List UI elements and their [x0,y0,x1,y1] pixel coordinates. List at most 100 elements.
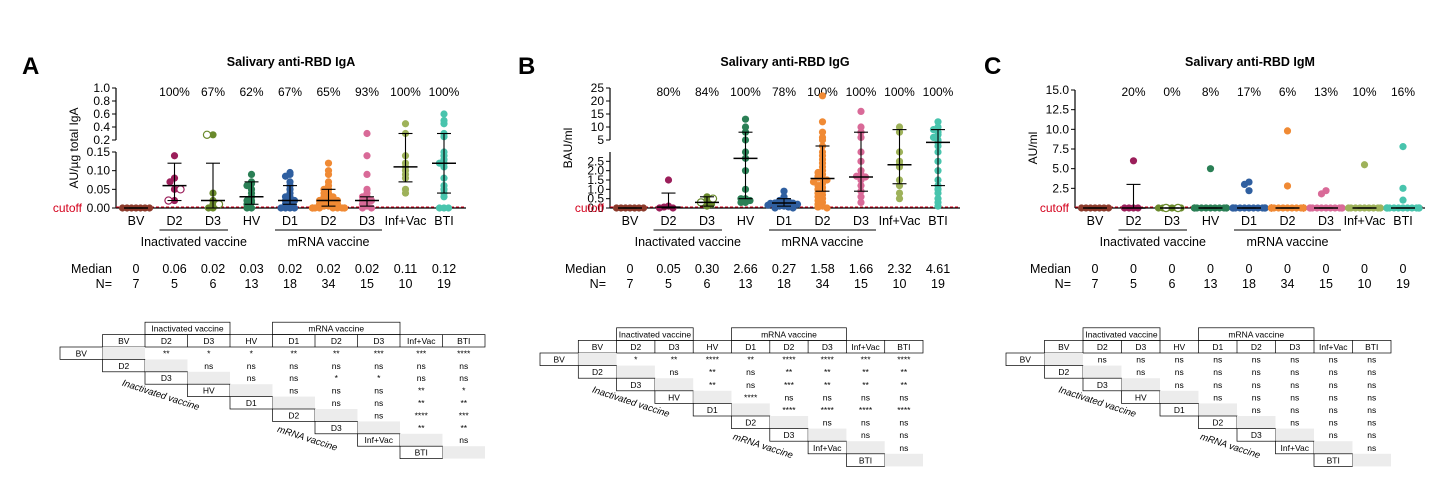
significance-value: ns [374,398,383,408]
table-row-label: D3 [630,380,641,390]
data-point [440,120,448,128]
table-row-label: D2 [1212,418,1223,428]
x-tick-label: D3 [699,214,715,228]
y-tick-label: 1.0 [587,182,604,196]
table-diagonal-cell [1314,441,1353,454]
panel-letter: C [984,53,1001,80]
table-row-label: D1 [246,398,257,408]
percentage-label: 100% [807,85,838,99]
table-col-header: D2 [1251,342,1262,352]
panel-c: C Salivary anti-RBD IgM AU/ml 2.5 5.0 7.5 10.0… [984,53,1425,467]
summary-value: 0 [1284,262,1291,276]
x-tick-label: BTI [434,214,453,228]
table-diagonal-cell [442,446,485,459]
data-point [170,152,179,160]
y-tick-label: 2.5 [587,154,604,168]
significance-value: ns [247,361,256,371]
table-row-label: HV [1135,392,1147,402]
significance-value: **** [457,348,471,358]
data-point [818,136,827,144]
summary-value: 1.58 [810,262,834,276]
y-tick-label: 15 [591,107,605,121]
table-col-group-label: Inactivated vaccine [151,324,224,334]
summary-value: 0 [1207,262,1214,276]
summary-value: 13 [1204,277,1218,291]
percentage-label: 65% [316,85,340,99]
data-point [1240,180,1249,188]
table-diagonal-cell [1044,353,1083,366]
significance-value: ns [861,418,870,428]
cutoff-label: cutoff [1040,201,1070,215]
significance-value: ns [1329,380,1338,390]
significance-value: ns [1175,355,1184,365]
table-col-header: D2 [331,336,342,346]
percentage-label: 67% [201,85,225,99]
summary-value: 0.03 [239,262,263,276]
percentage-label: 100% [884,85,915,99]
data-point [401,189,410,197]
table-diagonal-cell [272,396,315,409]
data-point [1245,187,1253,195]
summary-row-label: Median [71,262,112,276]
y-tick-label: 1.0 [93,81,110,95]
significance-value: ns [899,392,908,402]
percentage-label: 20% [1121,85,1145,99]
summary-value: 0 [1400,262,1407,276]
x-tick-label: D1 [282,214,298,228]
summary-value: 18 [283,277,297,291]
table-diagonal-cell [1121,378,1160,391]
summary-value: 15 [854,277,868,291]
table-col-header: Inf+Vac [1319,342,1348,352]
table-row-label: Inf+Vac [1281,443,1310,453]
group-label: mRNA vaccine [1247,235,1329,249]
significance-value: ns [1175,367,1184,377]
table-diagonal-cell [1237,416,1276,429]
data-point [789,204,797,212]
significance-value: ns [1252,367,1261,377]
percentage-label: 100% [159,85,190,99]
significance-value: ** [418,423,425,433]
x-tick-label: HV [737,214,755,228]
significance-value: ** [747,355,754,365]
summary-value: 10 [1358,277,1372,291]
significance-value: **** [821,355,835,365]
y-tick-label: 10.0 [1046,122,1070,136]
significance-value: ns [374,361,383,371]
data-point-open [176,185,185,194]
table-header-row [577,340,924,354]
data-point [1129,157,1138,165]
significance-value: ns [1252,392,1261,402]
x-tick-label: D3 [853,214,869,228]
data-point [857,123,865,131]
y-tick-label: 0.4 [93,120,110,134]
significance-value: ns [784,392,793,402]
data-point [857,193,865,201]
y-tick-label: 0.6 [93,107,110,121]
data-point [444,204,453,212]
significance-value: ** [418,398,425,408]
significance-value: ns [1367,405,1376,415]
significance-value: * [207,348,211,358]
summary-value: 0 [1130,262,1137,276]
group-label: Inactivated vaccine [1100,235,1206,249]
data-point [363,170,371,178]
summary-value: 0.02 [201,262,225,276]
significance-value: **** [859,405,873,415]
significance-value: ns [204,361,213,371]
data-point [1154,204,1163,212]
significance-value: ns [1329,367,1338,377]
table-row-label-box [807,440,847,455]
percentage-label: 8% [1202,85,1220,99]
table-diagonal-cell [357,421,400,434]
data-point [857,198,865,206]
percentage-label: 80% [656,85,680,99]
table-col-group-label: Inactivated vaccine [1085,329,1158,339]
table-diagonal-cell [616,365,655,379]
significance-value: ns [1367,380,1376,390]
summary-row-label: N= [96,277,112,291]
table-col-header: D3 [203,336,214,346]
data-point [247,170,256,178]
significance-value: ** [862,380,869,390]
y-tick-label: 2.5 [1052,181,1069,195]
y-tick-label: 25 [591,81,605,95]
